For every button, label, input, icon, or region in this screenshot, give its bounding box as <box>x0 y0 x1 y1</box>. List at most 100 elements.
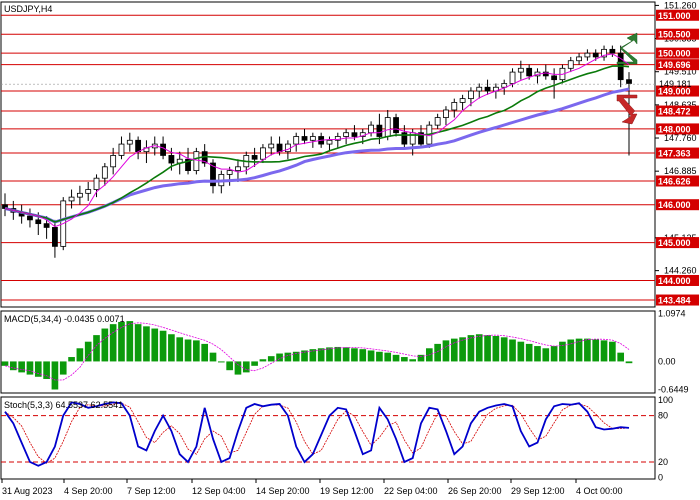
candle-body <box>626 79 632 84</box>
price-tick-label: 148.635 <box>664 100 697 110</box>
candle-body <box>293 136 300 145</box>
macd-bar <box>217 361 225 363</box>
macd-tick-label: 0.00 <box>658 356 676 366</box>
candle-body <box>476 86 483 92</box>
macd-bar <box>292 351 300 362</box>
macd-bar <box>367 350 375 362</box>
candle-body <box>193 151 200 172</box>
stoch-label: Stoch(5,3,3) 64.5537 62.5541 <box>4 400 123 410</box>
macd-bar <box>484 335 491 362</box>
macd-bar <box>559 341 566 362</box>
macd-bar <box>59 361 67 375</box>
macd-bar <box>43 361 50 379</box>
macd-bar <box>500 337 508 362</box>
macd-bar <box>234 361 242 375</box>
x-tick-label: 4 Sep 20:00 <box>64 486 113 496</box>
macd-bar <box>459 337 466 362</box>
candle-body <box>35 219 42 225</box>
macd-bar <box>592 339 600 362</box>
macd-panel: 1.0974 0.00 -0.6449 <box>0 308 689 395</box>
candle-body <box>126 139 133 145</box>
level-label: 148.000 <box>658 124 691 134</box>
level-tag <box>656 28 699 40</box>
macd-bar <box>442 340 450 362</box>
macd-bar <box>109 324 117 362</box>
candle-body <box>334 136 341 141</box>
macd-bar <box>359 349 367 362</box>
macd-bar <box>259 359 267 362</box>
symbol-label: USDJPY,H4 <box>4 4 52 14</box>
x-tick-label: 19 Sep 12:00 <box>320 486 374 496</box>
level-tag <box>656 105 699 117</box>
macd-bar <box>534 346 541 362</box>
macd-bar <box>93 335 100 362</box>
candle-body <box>210 162 216 187</box>
macd-bar <box>550 346 558 362</box>
level-label: 150.000 <box>658 49 691 59</box>
macd-bar <box>68 357 75 362</box>
macd-bar <box>625 361 633 364</box>
candle-body <box>160 143 166 156</box>
candle-body <box>226 170 233 175</box>
candle-body <box>101 166 108 179</box>
macd-bar <box>51 361 59 390</box>
level-tag <box>656 59 699 71</box>
macd-bar <box>317 348 325 362</box>
level-label: 146.000 <box>658 200 691 210</box>
macd-bar <box>9 361 17 371</box>
level-tag <box>656 274 699 286</box>
stoch-panel: 100 80 20 0 <box>0 395 673 482</box>
macd-bar <box>475 334 483 362</box>
candle-body <box>276 143 283 153</box>
macd-bar <box>376 351 383 362</box>
candle-body <box>76 192 83 198</box>
level-tag <box>656 147 699 159</box>
candle-body <box>326 139 333 145</box>
macd-bar <box>193 340 200 362</box>
x-tick-label: 22 Sep 04:00 <box>384 486 438 496</box>
candle-body <box>251 155 258 160</box>
candle-body <box>517 67 524 73</box>
macd-bar <box>309 349 317 362</box>
macd-frame <box>0 310 656 394</box>
x-tick-label: 29 Sep 12:00 <box>511 486 565 496</box>
level-tag <box>656 85 699 97</box>
ma-fast-line <box>4 53 630 228</box>
candle-body <box>576 56 582 62</box>
macd-bar <box>159 330 167 362</box>
price-tick-label: 149.510 <box>664 67 697 77</box>
macd-bar <box>600 340 608 362</box>
candle-body <box>135 139 142 153</box>
price-frame <box>0 1 656 308</box>
candle-body <box>309 136 316 141</box>
macd-bar <box>417 354 425 362</box>
candle-body <box>376 124 383 137</box>
stoch-signal-line <box>4 402 630 464</box>
macd-label: MACD(5,34,4) -0.0435 0.0071 <box>4 314 125 324</box>
stoch-tick-label: 100 <box>658 395 673 405</box>
price-tick-label: 144.260 <box>664 266 697 276</box>
macd-bar <box>509 339 516 362</box>
level-tag <box>656 237 699 249</box>
macd-bar <box>384 352 392 362</box>
candle-body <box>43 223 50 228</box>
macd-bar <box>617 352 625 362</box>
price-tick-label: 151.260 <box>664 0 697 10</box>
candle-body <box>601 48 607 58</box>
x-tick-label: 26 Sep 20:00 <box>448 486 502 496</box>
x-tick-label: 12 Sep 04:00 <box>192 486 246 496</box>
candle-body <box>68 196 75 202</box>
candle-body <box>384 117 391 137</box>
macd-bar <box>134 324 142 362</box>
macd-bar <box>409 359 417 362</box>
macd-bar <box>284 352 292 362</box>
stoch-main-line <box>4 401 630 467</box>
candle-body <box>2 204 8 209</box>
macd-bar <box>251 361 258 366</box>
candle-body <box>93 177 100 190</box>
macd-bar <box>118 321 125 362</box>
x-tick-label: 14 Sep 20:00 <box>256 486 310 496</box>
level-label: 150.500 <box>658 30 691 40</box>
level-tag <box>656 123 699 135</box>
stoch-frame <box>0 396 656 480</box>
